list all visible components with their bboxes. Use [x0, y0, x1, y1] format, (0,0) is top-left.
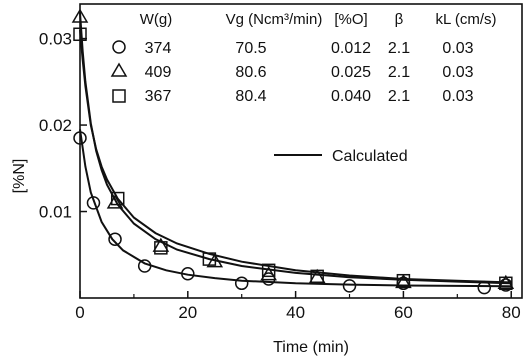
- legend-row3-beta: 2.1: [388, 88, 410, 105]
- data-point-circle: [137, 259, 152, 273]
- legend-row1-beta: 2.1: [388, 40, 410, 57]
- legend-header-kl: kL (cm/s): [435, 11, 496, 28]
- calculated-curve-circle: [79, 129, 512, 288]
- data-point-circle: [342, 279, 357, 293]
- legend-row3-kl: 0.03: [442, 88, 473, 105]
- data-point-triangle: [71, 8, 89, 23]
- legend-header-vg: Vg (Ncm³/min): [226, 11, 323, 28]
- legend-row2-beta: 2.1: [388, 64, 410, 81]
- legend-row1-vg: 70.5: [235, 40, 266, 57]
- data-point-square: [310, 269, 324, 284]
- legend-row2-o: 0.025: [331, 64, 371, 81]
- legend: W(g) Vg (Ncm³/min) [%O] β kL (cm/s) 374 …: [110, 11, 497, 165]
- data-point-circle: [234, 276, 249, 291]
- data-point-square: [499, 276, 513, 291]
- data-point-square: [73, 27, 87, 42]
- data-point-circle: [108, 232, 122, 246]
- x-axis-label: Time (min): [273, 339, 349, 356]
- legend-header-beta: β: [395, 11, 404, 28]
- x-tick-label: 80: [502, 303, 521, 322]
- data-point-square: [110, 191, 125, 206]
- legend-circle-marker: [112, 40, 126, 54]
- legend-row1-kl: 0.03: [442, 40, 473, 57]
- y-tick-label: 0.01: [39, 203, 72, 222]
- data-point-square: [261, 263, 276, 278]
- calculated-curve-square: [79, 29, 512, 284]
- legend-header-w: W(g): [140, 11, 173, 28]
- data-point-square: [396, 273, 411, 288]
- data-point-square: [154, 241, 168, 255]
- x-tick-label: 60: [394, 303, 413, 322]
- data-point-triangle: [260, 266, 277, 281]
- legend-row1-o: 0.012: [331, 40, 371, 57]
- data-point-circle: [73, 131, 87, 145]
- data-point-circle: [477, 280, 492, 295]
- data-point-circle: [181, 267, 195, 281]
- x-tick-label: 40: [286, 303, 305, 322]
- data-point-triangle: [206, 253, 224, 268]
- data-point-circle: [86, 196, 101, 210]
- legend-row3-vg: 80.4: [235, 88, 266, 105]
- legend-square-marker: [112, 89, 126, 103]
- legend-row1-w: 374: [145, 40, 172, 57]
- plot-frame: [79, 3, 523, 299]
- legend-row3-o: 0.040: [331, 88, 371, 105]
- y-axis-label: [%N]: [11, 159, 28, 194]
- legend-triangle-marker: [110, 62, 128, 77]
- data-point-square: [202, 252, 217, 266]
- legend-row2-vg: 80.6: [235, 64, 266, 81]
- legend-row2-w: 409: [145, 64, 172, 81]
- x-tick-label: 20: [178, 303, 197, 322]
- calculated-curves: [79, 12, 512, 288]
- data-point-triangle: [152, 237, 170, 252]
- y-tick-label: 0.02: [39, 116, 72, 135]
- legend-calculated-label: Calculated: [332, 148, 408, 165]
- legend-row3-w: 367: [145, 88, 172, 105]
- data-points: [71, 8, 515, 295]
- legend-row2-kl: 0.03: [442, 64, 473, 81]
- x-tick-label: 0: [75, 303, 84, 322]
- y-tick-label: 0.03: [39, 30, 72, 49]
- data-point-triangle: [497, 274, 515, 290]
- legend-header-o: [%O]: [334, 11, 367, 28]
